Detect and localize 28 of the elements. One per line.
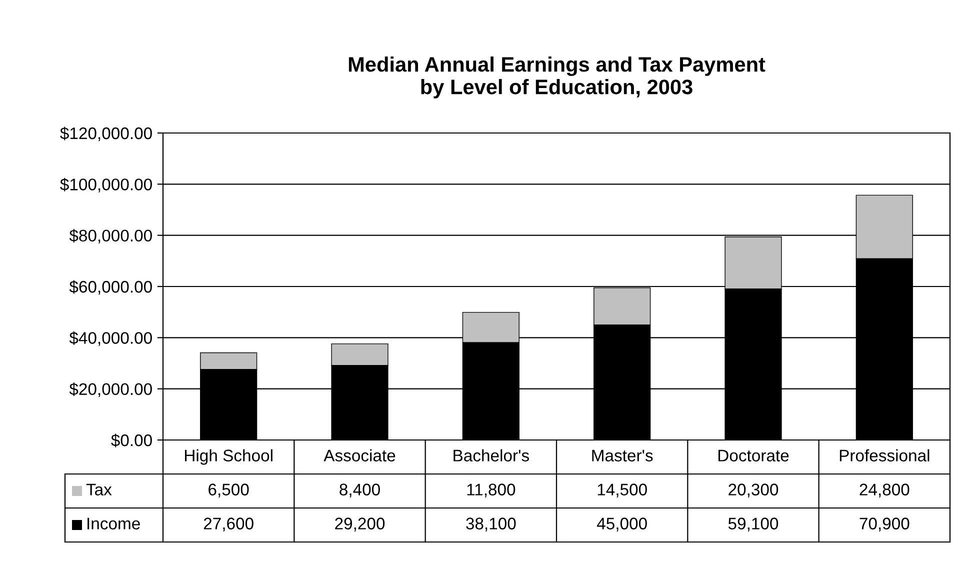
data-label: 8,400 <box>340 484 380 498</box>
data-label: 24,800 <box>860 484 910 498</box>
data-label: 14,500 <box>598 484 647 498</box>
y-tick-label: $0.00 <box>111 434 152 448</box>
y-tick-label: $20,000.00 <box>69 382 152 398</box>
x-tick-label: Doctorate <box>718 450 789 462</box>
legend-label: Tax <box>86 484 112 496</box>
x-tick-label: Associate <box>324 449 396 462</box>
data-label: 59,100 <box>728 518 778 532</box>
y-tick-label: $80,000.00 <box>69 229 152 244</box>
data-label: 6,500 <box>208 484 249 498</box>
data-label: 38,100 <box>466 518 516 532</box>
y-tick-label: $60,000.00 <box>69 280 152 295</box>
legend-label: Income <box>88 518 140 530</box>
y-tick-label: $40,000.00 <box>69 331 152 346</box>
data-label: 45,000 <box>596 518 647 532</box>
x-tick-label: Professional <box>840 449 930 462</box>
data-label: 70,900 <box>860 518 910 532</box>
x-tick-label: Bachelor's <box>454 449 529 462</box>
y-tick-label: $100,000.00 <box>60 178 152 192</box>
chart-title: Median Annual Earnings and Tax Payment by Level of Education, 2003 <box>348 56 766 98</box>
data-label: 27,600 <box>204 518 254 532</box>
data-label: 29,200 <box>335 518 385 532</box>
data-label: 11,800 <box>467 484 516 498</box>
x-tick-label: High School <box>185 449 272 465</box>
data-label: 20,300 <box>728 484 778 498</box>
y-tick-label: $120,000.00 <box>60 126 152 142</box>
x-tick-label: Master's <box>592 450 653 462</box>
